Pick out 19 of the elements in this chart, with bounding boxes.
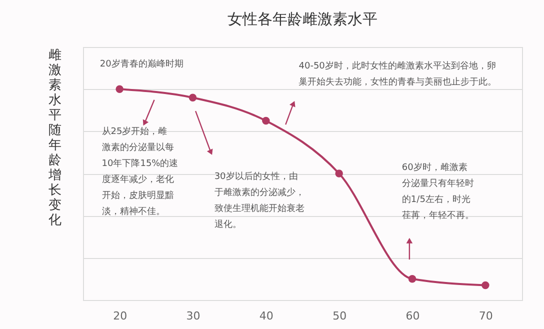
text: 雌激素水平随年龄增长变化 xyxy=(48,48,62,228)
x-tick-label: 30 xyxy=(186,310,200,322)
x-tick-label: 40 xyxy=(259,310,274,322)
point xyxy=(408,275,416,283)
x-tick-label: 20 xyxy=(113,310,128,322)
x-tick-label: 50 xyxy=(332,310,347,322)
point xyxy=(335,170,343,178)
point xyxy=(262,116,270,125)
annotation: 从25岁开始，雌激素的分泌量以每10年下降15%的速度逐年减少，老化开始，皮肤明显黯淡，精神不佳。 xyxy=(102,126,178,217)
x-tick-label: 60 xyxy=(406,310,420,322)
annotation: 60岁时，雌激素分泌量只有年轻时的1/5左右，时光荏苒，年轻不再。 xyxy=(402,162,474,221)
point xyxy=(482,281,490,290)
annotation: 30岁以后的女性，由于雌激素的分泌减少，致使生理机能开始衰老退化。 xyxy=(214,170,304,230)
x-tick-label: 70 xyxy=(478,310,493,322)
text: 20岁青春的巅峰时期 xyxy=(100,58,184,70)
text: 40-50岁时，此时女性的雌激素水平达到谷地，卵巢开始失去功能，女性的青春与美丽也止步于此。 xyxy=(298,60,497,88)
point xyxy=(188,94,197,102)
chart-title: 女性各年龄雌激素水平 xyxy=(228,10,378,28)
point xyxy=(116,85,124,94)
